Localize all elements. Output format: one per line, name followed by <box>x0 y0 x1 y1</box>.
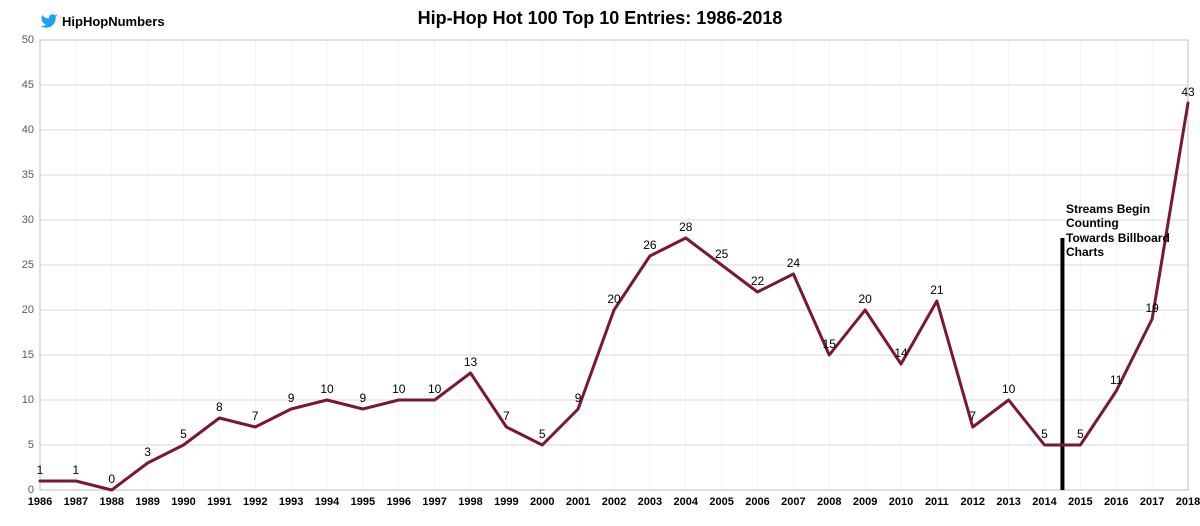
data-label: 28 <box>679 220 692 234</box>
x-tick-label: 2009 <box>845 496 885 508</box>
x-tick-label: 1994 <box>307 496 347 508</box>
data-label: 14 <box>894 346 907 360</box>
data-label: 24 <box>787 256 800 270</box>
data-label: 5 <box>539 427 546 441</box>
x-tick-label: 1990 <box>164 496 204 508</box>
y-tick-label: 20 <box>0 304 34 316</box>
y-tick-label: 30 <box>0 214 34 226</box>
x-tick-label: 2014 <box>1025 496 1065 508</box>
y-tick-label: 45 <box>0 79 34 91</box>
x-tick-label: 2013 <box>989 496 1029 508</box>
data-label: 25 <box>715 247 728 261</box>
data-label: 10 <box>428 382 441 396</box>
data-label: 22 <box>751 274 764 288</box>
data-label: 20 <box>858 292 871 306</box>
data-label: 10 <box>392 382 405 396</box>
x-tick-label: 2007 <box>773 496 813 508</box>
data-label: 10 <box>1002 382 1015 396</box>
y-tick-label: 50 <box>0 34 34 46</box>
x-tick-label: 2008 <box>809 496 849 508</box>
annotation-line: Charts <box>1066 245 1200 259</box>
x-tick-label: 1993 <box>271 496 311 508</box>
x-tick-label: 2017 <box>1132 496 1172 508</box>
data-label: 7 <box>252 409 259 423</box>
x-tick-label: 1991 <box>199 496 239 508</box>
data-label: 20 <box>607 292 620 306</box>
data-label: 9 <box>575 391 582 405</box>
x-tick-label: 2001 <box>558 496 598 508</box>
y-tick-label: 40 <box>0 124 34 136</box>
data-label: 5 <box>1077 427 1084 441</box>
x-tick-label: 1992 <box>235 496 275 508</box>
x-tick-label: 2010 <box>881 496 921 508</box>
data-label: 10 <box>320 382 333 396</box>
y-tick-label: 5 <box>0 439 34 451</box>
data-label: 19 <box>1145 301 1158 315</box>
data-label: 5 <box>180 427 187 441</box>
data-label: 13 <box>464 355 477 369</box>
data-label: 0 <box>108 472 115 486</box>
x-tick-label: 1995 <box>343 496 383 508</box>
y-tick-label: 0 <box>0 484 34 496</box>
x-tick-label: 2000 <box>522 496 562 508</box>
data-label: 9 <box>288 391 295 405</box>
x-tick-label: 2016 <box>1096 496 1136 508</box>
data-label: 1 <box>37 463 44 477</box>
data-label: 26 <box>643 238 656 252</box>
data-label: 15 <box>823 337 836 351</box>
data-label: 7 <box>503 409 510 423</box>
x-tick-label: 2004 <box>666 496 706 508</box>
x-tick-label: 2011 <box>917 496 957 508</box>
x-tick-label: 2005 <box>702 496 742 508</box>
x-tick-label: 1988 <box>92 496 132 508</box>
x-tick-label: 2012 <box>953 496 993 508</box>
x-tick-label: 1999 <box>486 496 526 508</box>
y-tick-label: 10 <box>0 394 34 406</box>
chart-plot <box>0 0 1200 526</box>
x-tick-label: 1987 <box>56 496 96 508</box>
data-label: 9 <box>360 391 367 405</box>
data-label: 8 <box>216 400 223 414</box>
y-tick-label: 15 <box>0 349 34 361</box>
data-label: 11 <box>1110 373 1122 387</box>
x-tick-label: 1989 <box>128 496 168 508</box>
data-label: 1 <box>73 463 80 477</box>
x-tick-label: 1998 <box>451 496 491 508</box>
x-tick-label: 1996 <box>379 496 419 508</box>
data-label: 7 <box>969 409 976 423</box>
x-tick-label: 2018 <box>1168 496 1200 508</box>
y-tick-label: 35 <box>0 169 34 181</box>
y-tick-label: 25 <box>0 259 34 271</box>
x-tick-label: 1997 <box>415 496 455 508</box>
x-tick-label: 2003 <box>630 496 670 508</box>
x-tick-label: 2002 <box>594 496 634 508</box>
annotation-line: Towards Billboard <box>1066 231 1200 245</box>
x-tick-label: 2006 <box>738 496 778 508</box>
x-tick-label: 1986 <box>20 496 60 508</box>
x-tick-label: 2015 <box>1060 496 1100 508</box>
data-label: 3 <box>144 445 151 459</box>
data-label: 21 <box>930 283 943 297</box>
annotation-label: Streams Begin CountingTowards BillboardC… <box>1066 202 1200 260</box>
data-label: 5 <box>1041 427 1048 441</box>
chart-container: HipHopNumbers Hip-Hop Hot 100 Top 10 Ent… <box>0 0 1200 526</box>
annotation-line: Streams Begin Counting <box>1066 202 1200 231</box>
data-label: 43 <box>1181 85 1194 99</box>
